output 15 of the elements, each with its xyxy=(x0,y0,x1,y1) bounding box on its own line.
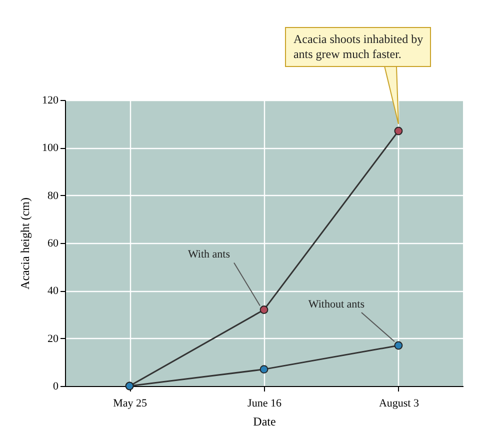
y-tick-label: 80 xyxy=(48,190,59,202)
x-axis-title: Date xyxy=(253,414,276,428)
y-tick-label: 0 xyxy=(53,380,59,392)
y-tick-label: 100 xyxy=(42,142,59,154)
text: With ants xyxy=(188,248,230,261)
x-tick-label: May 25 xyxy=(113,398,148,410)
y-tick-label: 20 xyxy=(48,332,59,345)
y-tick-label: 60 xyxy=(48,238,59,250)
y-axis-title: Acacia height (cm) xyxy=(18,198,32,290)
text: Without ants xyxy=(308,298,365,310)
x-tick-label: August 3 xyxy=(378,398,420,410)
x-tick-label: June 16 xyxy=(248,398,282,410)
y-tick-label: 120 xyxy=(42,94,59,106)
annotation: Acacia shoots inhabited by ants grew much faster. xyxy=(293,32,424,62)
y-tick-label: 40 xyxy=(48,285,59,298)
